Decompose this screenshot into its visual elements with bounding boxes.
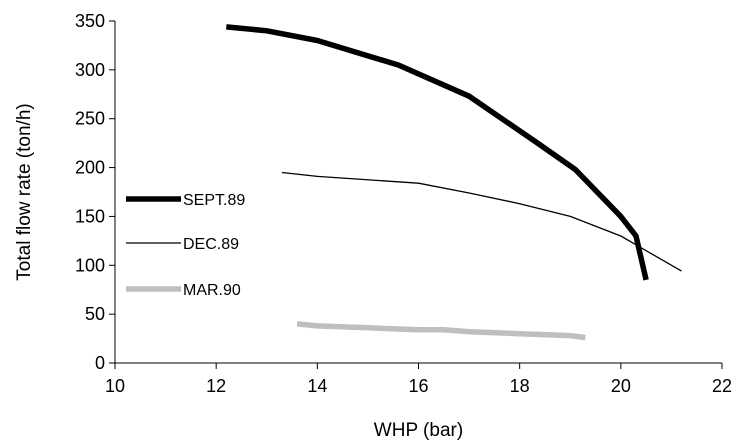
x-axis-title: WHP (bar) — [374, 420, 463, 441]
x-tick-label-20: 20 — [611, 376, 631, 396]
x-tick-label-12: 12 — [206, 376, 226, 396]
legend-label-mar-90: MAR.90 — [183, 282, 241, 299]
legend-label-dec-89: DEC.89 — [183, 236, 239, 253]
y-tick-label-300: 300 — [75, 60, 105, 80]
series-line-mar-90 — [296, 321, 586, 341]
y-tick-label-100: 100 — [75, 255, 105, 275]
legend-label-sept-89: SEPT.89 — [183, 192, 245, 209]
axes: 0 50 100 150 200 250 300 350 10 12 14 16 18 20 22 — [75, 11, 732, 396]
series-layer — [226, 24, 682, 341]
y-tick-label-50: 50 — [85, 304, 105, 324]
x-tick-label-16: 16 — [408, 376, 428, 396]
x-tick-label-14: 14 — [307, 376, 327, 396]
y-tick-label-0: 0 — [95, 353, 105, 373]
legend: SEPT.89 DEC.89 MAR.90 — [126, 192, 245, 299]
x-tick-label-18: 18 — [510, 376, 530, 396]
y-axis-title: Total flow rate (ton/h) — [14, 103, 35, 280]
x-tick-label-22: 22 — [712, 376, 732, 396]
y-tick-label-200: 200 — [75, 158, 105, 178]
series-line-dec-89 — [281, 171, 682, 272]
x-tick-label-10: 10 — [105, 376, 125, 396]
y-tick-label-350: 350 — [75, 11, 105, 31]
y-tick-label-150: 150 — [75, 206, 105, 226]
series-line-sept-89 — [226, 24, 649, 281]
y-tick-label-250: 250 — [75, 109, 105, 129]
